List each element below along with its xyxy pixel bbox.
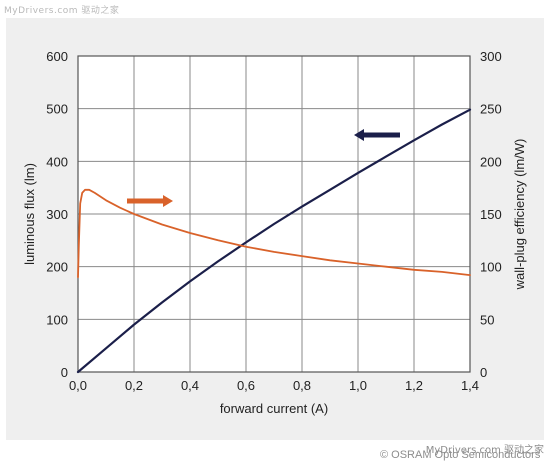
y-tick-label-left: 400 — [46, 154, 68, 169]
tick-labels: 0,0 0,2 0,4 0,6 0,8 1,0 1,2 1,40100200300400500… — [46, 49, 501, 393]
y-axis-right-label: wall-plug efficiency (lm/W) — [512, 139, 527, 291]
x-tick-label: 0,8 — [293, 378, 311, 393]
x-tick-label: 1,4 — [461, 378, 479, 393]
y-tick-label-right: 0 — [480, 365, 487, 380]
y-tick-label-left: 100 — [46, 312, 68, 327]
efficiency-series-line — [77, 188, 471, 279]
x-tick-label: 1,2 — [405, 378, 423, 393]
y-tick-label-left: 0 — [61, 365, 68, 380]
y-tick-label-right: 50 — [480, 312, 494, 327]
x-tick-label: 1,0 — [349, 378, 367, 393]
y-axis-left-label: luminous flux (lm) — [22, 163, 37, 265]
y-tick-label-right: 300 — [480, 49, 502, 64]
x-axis-label: forward current (A) — [220, 401, 328, 416]
y-tick-label-left: 600 — [46, 49, 68, 64]
credit: © OSRAM Opto Semiconductors — [380, 449, 541, 461]
x-tick-label: 0,4 — [181, 378, 199, 393]
x-tick-label: 0,2 — [125, 378, 143, 393]
x-tick-label: 0,0 — [69, 378, 87, 393]
x-tick-label: 0,6 — [237, 378, 255, 393]
series-indicators — [127, 129, 400, 207]
y-tick-label-right: 200 — [480, 154, 502, 169]
watermark-bottom: MyDrivers.com 驱动之家 — [425, 445, 544, 456]
flux-series-line — [76, 108, 472, 374]
y-tick-label-right: 150 — [480, 207, 502, 222]
arrow-right-icon — [127, 195, 173, 207]
y-tick-label-right: 250 — [480, 102, 502, 117]
watermark-top: MyDrivers.com 驱动之家 — [4, 6, 120, 16]
y-tick-label-right: 100 — [480, 260, 502, 275]
y-tick-label-left: 200 — [46, 260, 68, 275]
y-tick-label-left: 300 — [46, 207, 68, 222]
y-tick-label-left: 500 — [46, 102, 68, 117]
plot-frame — [77, 55, 471, 373]
series-group — [76, 108, 472, 374]
arrow-left-icon — [354, 129, 400, 141]
